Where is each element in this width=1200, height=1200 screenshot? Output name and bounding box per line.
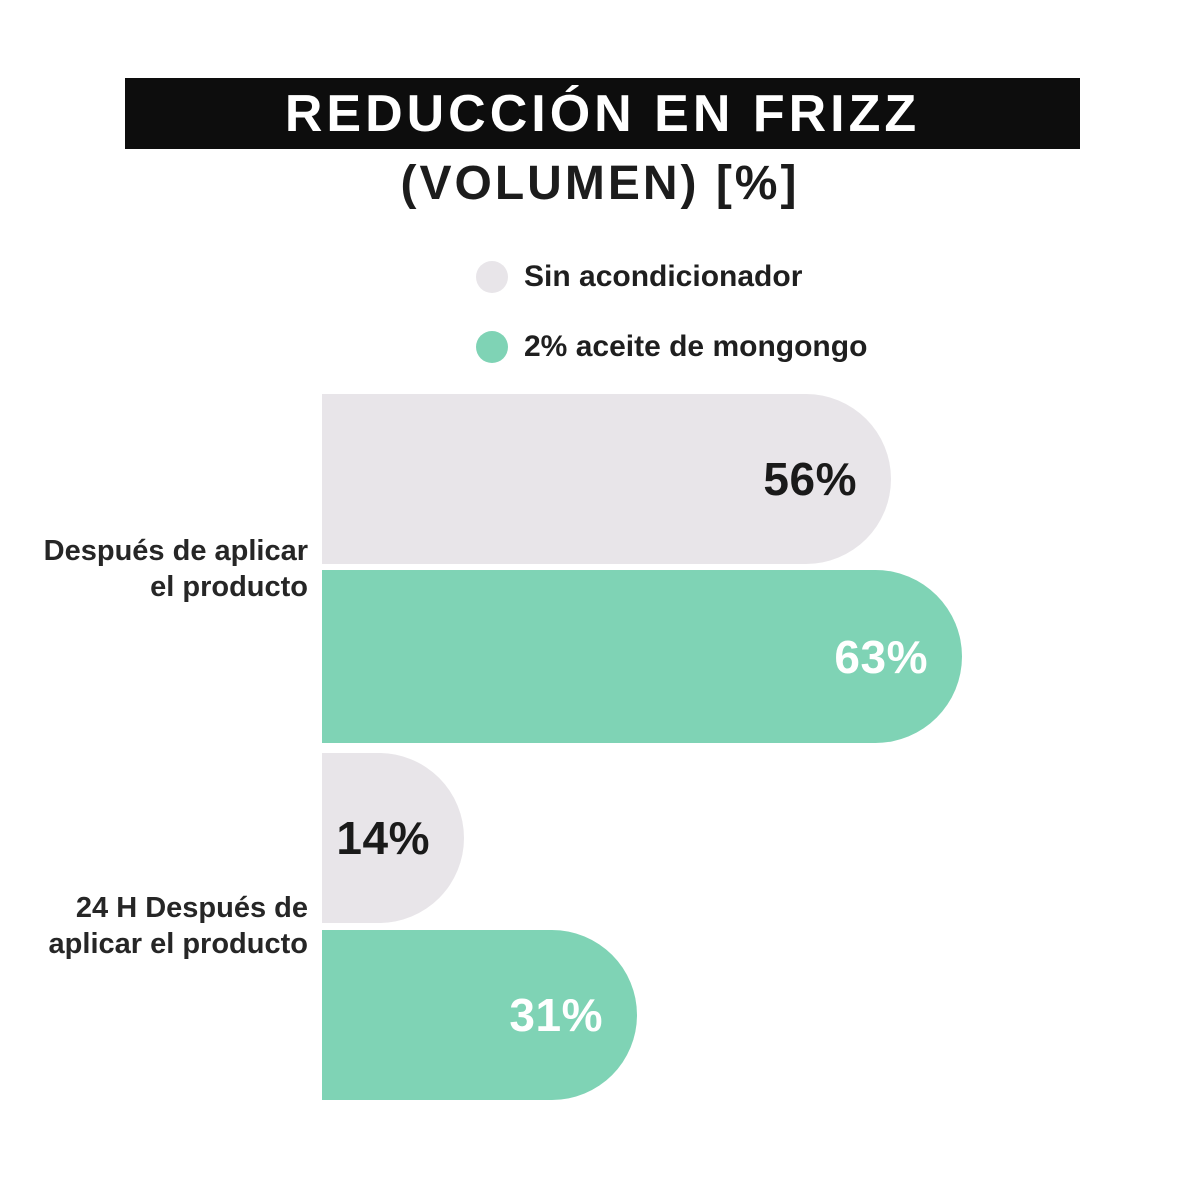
legend-label: 2% aceite de mongongo — [524, 330, 868, 363]
bar-value-label: 14% — [336, 812, 430, 864]
bar-sin-acondicionador-despues: 56% — [322, 394, 891, 564]
legend-dot-green-icon — [476, 331, 508, 363]
bar-value-label: 31% — [509, 989, 603, 1041]
bar-value-label: 63% — [834, 630, 928, 683]
category-label-despues-de-aplicar: Después de aplicar el producto — [43, 535, 308, 603]
chart-subtitle: (VOLUMEN) [%] — [400, 156, 800, 210]
legend-label: Sin acondicionador — [524, 260, 803, 293]
legend-item-sin-acondicionador: Sin acondicionador — [476, 260, 867, 294]
legend-item-aceite-mongongo: 2% aceite de mongongo — [476, 330, 867, 364]
bar-value-label: 56% — [763, 453, 857, 505]
bar-mongongo-24h: 31% — [322, 930, 637, 1100]
legend: Sin acondicionador 2% aceite de mongongo — [476, 260, 867, 364]
bar-sin-acondicionador-24h: 14% — [322, 753, 464, 923]
category-label-24h-despues: 24 H Después de aplicar el producto — [48, 892, 308, 960]
bar-mongongo-despues: 63% — [322, 570, 962, 743]
page-title: REDUCCIÓN EN FRIZZ — [284, 84, 921, 143]
title-banner: REDUCCIÓN EN FRIZZ — [125, 78, 1080, 149]
legend-dot-gray-icon — [476, 261, 508, 293]
